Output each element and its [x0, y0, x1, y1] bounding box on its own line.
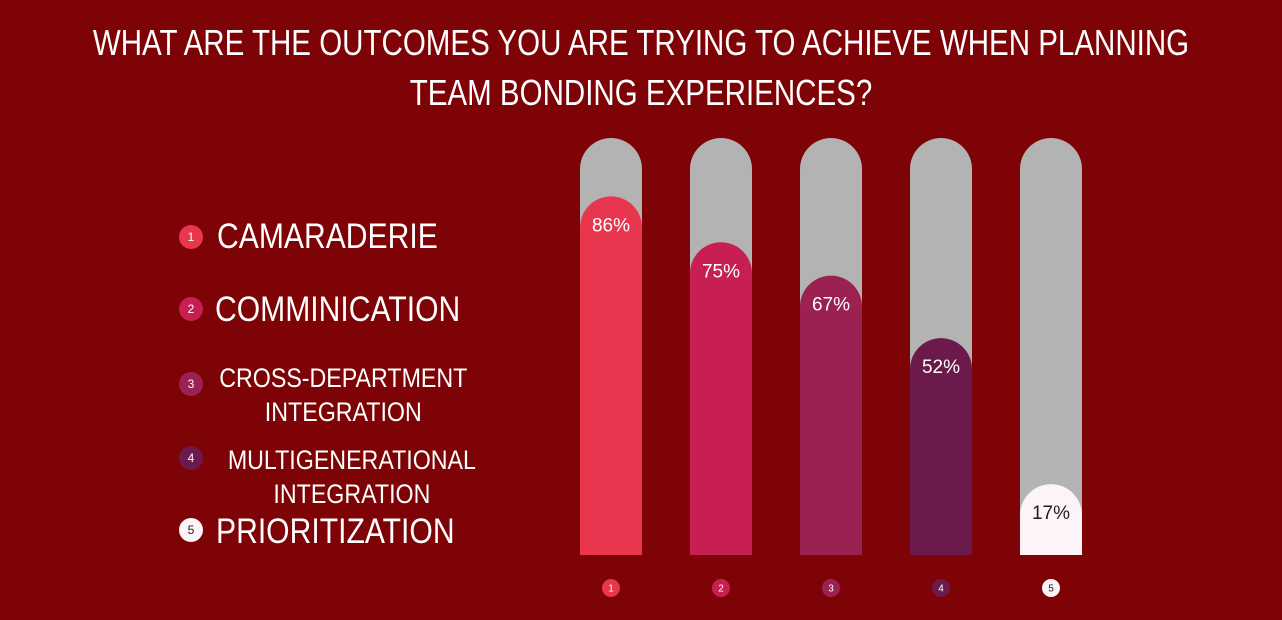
legend-label: COMMINICATION	[215, 290, 461, 329]
legend-marker	[179, 518, 203, 542]
x-marker	[712, 579, 730, 597]
legend-marker	[179, 225, 203, 249]
bar	[1020, 484, 1082, 555]
value-label: 86%	[592, 215, 630, 236]
x-marker	[822, 579, 840, 597]
value-label: 17%	[1032, 503, 1070, 524]
bar-track	[1020, 138, 1082, 555]
legend-number: 2	[188, 302, 195, 316]
x-tick-label: 3	[828, 584, 834, 595]
legend-marker	[179, 446, 203, 470]
bar	[910, 338, 972, 555]
legend-marker	[179, 297, 203, 321]
x-tick-label: 5	[1048, 584, 1054, 595]
legend-number: 3	[188, 377, 195, 391]
legend-label: MULTIGENERATIONAL INTEGRATION	[227, 445, 476, 509]
value-label: 52%	[922, 357, 960, 378]
x-marker	[602, 579, 620, 597]
legend-number: 4	[188, 451, 195, 465]
value-label: 67%	[812, 295, 850, 316]
legend-label: PRIORITIZATION	[216, 512, 455, 551]
x-marker	[1042, 579, 1060, 597]
bar	[580, 196, 642, 555]
bar	[800, 275, 862, 555]
bar	[690, 242, 752, 555]
legend-label: CROSS-DEPARTMENT INTEGRATION	[219, 363, 468, 427]
legend-label: CAMARADERIE	[217, 217, 438, 256]
x-tick-label: 4	[938, 584, 944, 595]
x-tick-label: 2	[718, 584, 724, 595]
chart-title: WHAT ARE THE OUTCOMES YOU ARE TRYING TO …	[92, 22, 1190, 113]
legend-number: 1	[188, 230, 195, 244]
value-label: 75%	[702, 261, 740, 282]
legend-number: 5	[188, 523, 195, 537]
x-marker	[932, 579, 950, 597]
x-tick-label: 1	[608, 584, 614, 595]
legend-marker	[179, 372, 203, 396]
